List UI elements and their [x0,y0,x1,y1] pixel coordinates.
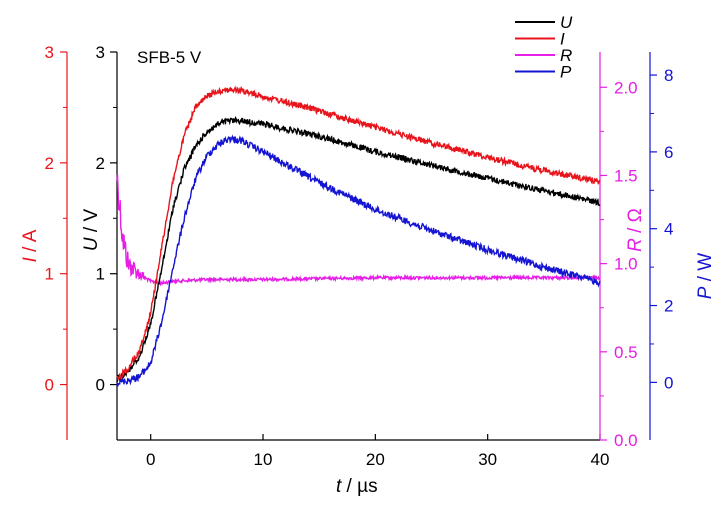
i-axis-unit: / A [20,229,41,257]
x-tick-label-0: 0 [146,450,155,469]
r-axis-var: R [625,238,646,252]
series-i-line [116,85,601,381]
chart-annotation: SFB-5 V [137,48,202,67]
r-tick-label-4: 2.0 [614,78,638,97]
r-tick-label-1: 0.5 [614,343,638,362]
r-tick-label-2: 1.0 [614,255,638,274]
i-axis-label: I / A [20,229,41,262]
series-r-line [116,174,601,287]
p-tick-label-4: 8 [664,66,673,85]
p-axis-var: P [695,286,716,299]
p-tick-label-0: 0 [664,373,673,392]
p-tick-label-3: 6 [664,143,673,162]
u-tick-label-1: 1 [96,265,105,284]
x-axis-var: t [336,476,342,497]
u-axis-unit: / V [81,209,102,238]
x-axis-unit: / µs [341,476,377,497]
x-tick-label-1: 10 [254,450,273,469]
legend-label-u: U [560,13,573,32]
p-axis-label: P / W [695,253,716,300]
u-axis-var: U [81,237,102,251]
i-tick-label-0: 0 [45,376,54,395]
p-tick-label-2: 4 [664,220,673,239]
i-tick-label-3: 3 [45,43,54,62]
x-tick-label-3: 30 [478,450,497,469]
r-tick-label-0: 0.0 [614,431,638,450]
r-axis-unit: / Ω [625,208,646,238]
series-u-line [116,115,601,382]
x-axis-label: t / µs [336,476,378,497]
x-tick-label-2: 20 [366,450,385,469]
r-tick-label-3: 1.5 [614,166,638,185]
x-tick-label-4: 40 [591,450,610,469]
r-axis-label: R / Ω [625,208,646,252]
legend-label-p: P [560,63,572,82]
legend-label-r: R [560,46,572,65]
u-axis-label: U / V [81,209,102,252]
i-axis-var: I [20,256,41,262]
i-tick-label-2: 2 [45,154,54,173]
u-tick-label-0: 0 [96,376,105,395]
u-tick-label-2: 2 [96,154,105,173]
p-tick-label-1: 2 [664,297,673,316]
series-p-line [116,134,601,388]
legend-label-i: I [560,30,565,49]
u-tick-label-3: 3 [96,43,105,62]
i-tick-label-1: 1 [45,265,54,284]
p-axis-unit: / W [695,253,716,287]
series-layer [116,85,601,388]
